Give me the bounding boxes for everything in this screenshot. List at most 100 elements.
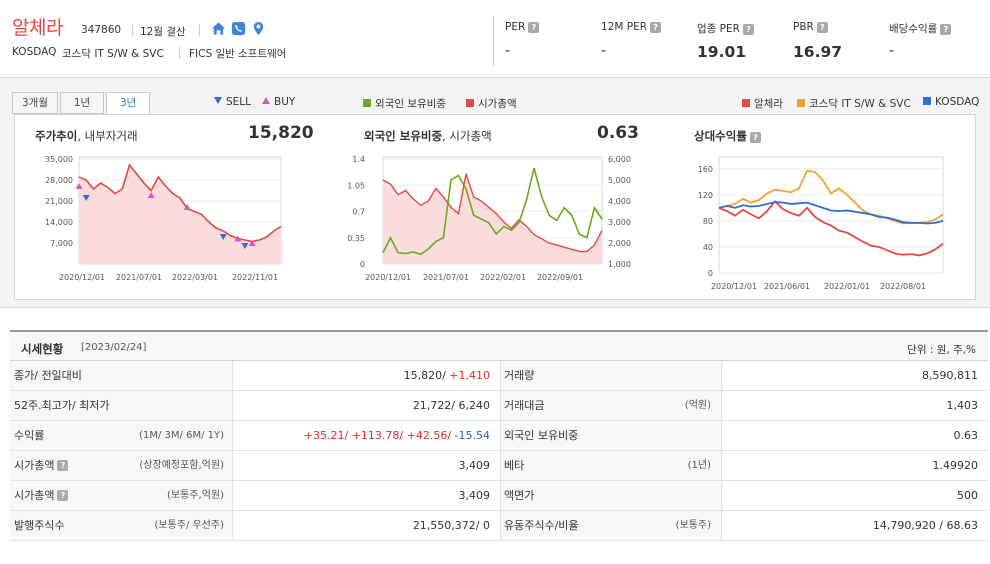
row-label: 시가총액? bbox=[14, 451, 69, 480]
tab-1-year[interactable]: 1년 bbox=[60, 92, 104, 114]
row-label: 52주.최고가/ 최저가 bbox=[14, 391, 110, 420]
location-pin-icon[interactable] bbox=[251, 21, 266, 36]
mktcap-area bbox=[383, 173, 602, 264]
metric-label: 업종 PER bbox=[697, 23, 740, 35]
buy-marker bbox=[234, 235, 242, 242]
charts-container: 주가추이, 내부자거래 15,820 외국인 보유비중, 시가총액 0.63 상… bbox=[14, 114, 976, 300]
x-tick-label: 2022/01/01 bbox=[824, 282, 870, 291]
row-sublabel: (억원) bbox=[684, 400, 711, 411]
divider bbox=[179, 47, 180, 59]
legend-label: 시가총액 bbox=[478, 98, 517, 110]
table-row: 수익률 (1M/ 3M/ 6M/ 1Y) +35.21/ +113.78/ +42… bbox=[10, 421, 988, 451]
y-tick-label: 160 bbox=[698, 165, 713, 174]
value-negative: -15.54 bbox=[454, 429, 490, 442]
mktcap-line bbox=[382, 173, 603, 253]
row-sublabel: (보통주/ 우선주) bbox=[154, 520, 224, 531]
y-right-tick-label: 5,000 bbox=[608, 176, 631, 185]
row-value-cell: +35.21/ +113.78/ +42.56/ -15.54 bbox=[232, 421, 500, 450]
help-icon[interactable]: ? bbox=[528, 22, 540, 33]
row-value-cell: 3,409 bbox=[232, 481, 500, 510]
metric-label: 배당수익률 bbox=[889, 23, 938, 35]
metric-value: - bbox=[505, 43, 511, 59]
chart2-title-rest: , 시가총액 bbox=[442, 129, 492, 143]
legend-sell: SELL bbox=[214, 96, 251, 108]
legend-label: BUY bbox=[274, 96, 296, 108]
settlement-month: 12월 결산 bbox=[140, 26, 186, 38]
metric-label: 12M PER bbox=[601, 21, 648, 33]
buy-marker bbox=[248, 240, 256, 246]
price-chart[interactable]: 35,000 28,000 21,000 14,000 7,000 2020/12/01 2… bbox=[15, 149, 335, 299]
row-label-text: 수익률 bbox=[14, 429, 45, 442]
chart1-title-bold: 주가추이 bbox=[35, 129, 78, 143]
y-tick-label: 40 bbox=[703, 243, 713, 252]
company-code: 347860 bbox=[81, 24, 122, 36]
chart2-title-bold: 외국인 보유비중 bbox=[364, 129, 443, 143]
x-tick-label: 2020/12/01 bbox=[365, 273, 411, 282]
tab-3-years[interactable]: 3년 bbox=[106, 92, 150, 114]
orange-square-icon bbox=[797, 99, 805, 107]
help-icon[interactable]: ? bbox=[57, 460, 69, 471]
help-icon[interactable]: ? bbox=[650, 22, 662, 33]
row-label-text: 시가총액 bbox=[14, 489, 55, 502]
relative-return-chart[interactable]: 160 120 80 40 0 2020/12/01 2021/06/01 2022/01/0… bbox=[677, 149, 957, 299]
value-main: 3,409 bbox=[458, 459, 491, 472]
sector-name[interactable]: 코스닥 IT S/W & SVC bbox=[62, 48, 164, 60]
help-icon[interactable]: ? bbox=[742, 24, 754, 35]
section-title: 시세현황 bbox=[21, 342, 64, 356]
help-icon[interactable]: ? bbox=[816, 22, 828, 33]
table-row: 시가총액? (보통주,억원) 3,409 액면가 500 bbox=[10, 481, 988, 511]
y-right-tick-label: 4,000 bbox=[608, 197, 631, 206]
company-name[interactable]: 알체라 bbox=[12, 17, 63, 39]
row-label-cell: 유동주식수/비율 (보통주) bbox=[500, 511, 721, 540]
metric-label: PER bbox=[505, 21, 526, 33]
legend-mktcap: 시가총액 bbox=[466, 96, 517, 111]
legend-kosdaq: KOSDAQ bbox=[923, 96, 979, 108]
tab-3-months[interactable]: 3개월 bbox=[12, 92, 58, 114]
foreign-holding-line bbox=[382, 167, 603, 256]
help-icon[interactable]: ? bbox=[749, 132, 761, 143]
y-left-tick-label: 1.4 bbox=[352, 155, 365, 164]
foreign-holding-chart[interactable]: 1.4 1.05 0.7 0.35 0 6,000 5,000 4,000 3,000 2,000… bbox=[345, 149, 645, 299]
row-label-cell: 베타 (1년) bbox=[500, 451, 721, 480]
fics-name[interactable]: FICS 일반 소프트웨어 bbox=[189, 48, 287, 60]
y-right-tick-label: 6,000 bbox=[608, 155, 631, 164]
row-label-cell: 발행주식수 (보통주/ 우선주) bbox=[10, 511, 232, 540]
x-tick-label: 2022/11/01 bbox=[232, 273, 278, 282]
phone-icon[interactable] bbox=[231, 21, 246, 36]
row-label-text: 발행주식수 bbox=[14, 519, 65, 532]
row-label: 유동주식수/비율 bbox=[504, 519, 579, 532]
row-sublabel: (보통주,억원) bbox=[167, 490, 224, 501]
help-icon[interactable]: ? bbox=[940, 24, 952, 35]
row-label-cell: 거래대금 (억원) bbox=[500, 391, 721, 420]
x-tick-label: 2022/03/01 bbox=[172, 273, 218, 282]
value-positive: +35.21/ +113.78/ +42.56/ bbox=[303, 429, 455, 442]
y-right-tick-label: 2,000 bbox=[608, 239, 631, 248]
row-label: 시가총액? bbox=[14, 481, 69, 510]
value-main: 15,820/ bbox=[403, 369, 450, 382]
row-sublabel: (상장예정포함,억원) bbox=[139, 460, 224, 471]
row-value-cell: 8,590,811 bbox=[721, 361, 988, 390]
row-label-cell: 액면가 bbox=[500, 481, 721, 510]
chart1-title-rest: , 내부자거래 bbox=[77, 129, 138, 143]
chart1-value: 15,820 bbox=[248, 123, 314, 143]
x-tick-label: 2022/08/01 bbox=[880, 282, 926, 291]
legend-company: 알체라 bbox=[742, 96, 783, 111]
help-icon[interactable]: ? bbox=[57, 490, 69, 501]
x-tick-label: 2021/07/01 bbox=[423, 273, 469, 282]
legend-label: 외국인 보유비중 bbox=[375, 98, 446, 110]
chart1-title: 주가추이, 내부자거래 bbox=[35, 128, 138, 144]
home-icon[interactable] bbox=[211, 21, 226, 36]
row-value-cell: 1.49920 bbox=[721, 451, 988, 480]
y-tick-label: 80 bbox=[703, 217, 713, 226]
row-label-cell: 시가총액? (상장예정포함,억원) bbox=[10, 451, 232, 480]
legend-label: 알체라 bbox=[754, 98, 783, 110]
section-date: [2023/02/24] bbox=[81, 342, 147, 353]
metric-value: 16.97 bbox=[793, 43, 843, 61]
value-main: 3,409 bbox=[458, 489, 491, 502]
row-sublabel: (1년) bbox=[687, 460, 711, 471]
buy-marker bbox=[183, 204, 191, 210]
metric-value: - bbox=[889, 43, 895, 59]
row-label-text: 52주.최고가/ 최저가 bbox=[14, 399, 110, 412]
legend-label: 코스닥 IT S/W & SVC bbox=[809, 98, 911, 110]
x-tick-label: 2022/09/01 bbox=[537, 273, 583, 282]
